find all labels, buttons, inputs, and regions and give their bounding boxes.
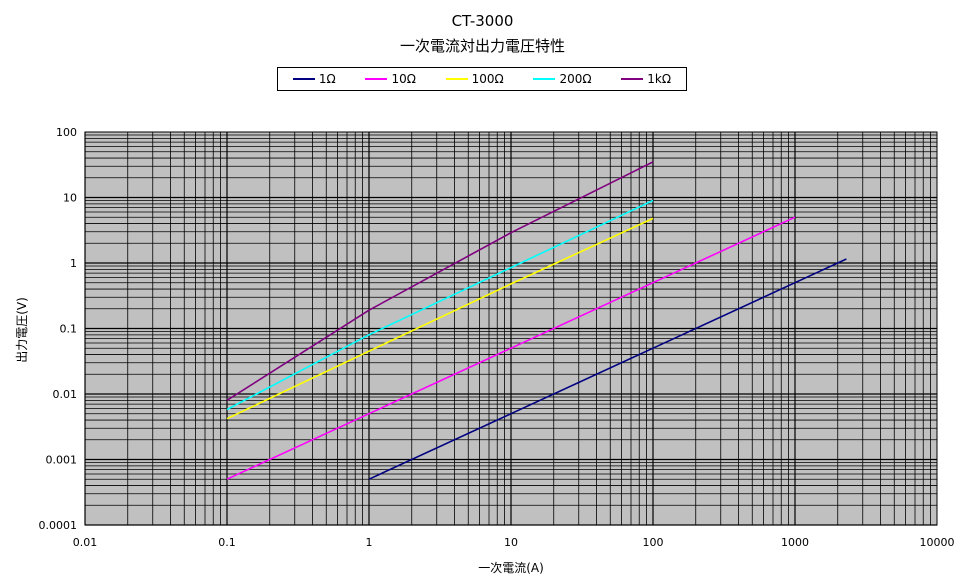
legend-swatch-200ohm — [533, 78, 556, 80]
y-tick-label: 0.1 — [60, 323, 78, 336]
chart-subtitle: 一次電流対出力電圧特性 — [399, 37, 565, 55]
grid — [84, 132, 937, 526]
legend-label-1kohm: 1kΩ — [647, 72, 672, 86]
series-line-0 — [368, 258, 847, 480]
series-line-2 — [226, 217, 654, 420]
legend-item-200ohm: 200Ω — [533, 72, 592, 86]
y-tick-label: 0.001 — [46, 454, 78, 467]
y-tick-label: 10 — [63, 192, 77, 205]
legend: 1Ω 10Ω 100Ω 200Ω 1kΩ — [277, 67, 687, 91]
y-tick-label: 100 — [56, 126, 77, 139]
x-tick-label: 100 — [643, 536, 664, 549]
legend-swatch-1ohm — [292, 78, 315, 80]
legend-label-1ohm: 1Ω — [318, 72, 336, 86]
legend-item-1kohm: 1kΩ — [621, 72, 671, 86]
series-line-3 — [226, 199, 654, 411]
legend-label-10ohm: 10Ω — [391, 72, 416, 86]
series-line-4 — [226, 161, 654, 401]
legend-swatch-1kohm — [621, 78, 644, 80]
series-line-1 — [226, 216, 796, 480]
chart-title: CT-3000 — [451, 12, 514, 30]
y-tick-label: 0.0001 — [39, 519, 78, 532]
y-tick-label: 0.01 — [53, 388, 78, 401]
legend-item-10ohm: 10Ω — [365, 72, 416, 86]
legend-label-200ohm: 200Ω — [559, 72, 592, 86]
x-tick-label: 10000 — [920, 536, 955, 549]
x-tick-labels: 0.01 0.1 1 10 100 1000 10000 — [73, 536, 955, 549]
y-tick-labels: 0.0001 0.001 0.01 0.1 1 10 100 — [39, 126, 78, 532]
x-tick-label: 1000 — [781, 536, 809, 549]
legend-swatch-10ohm — [365, 78, 388, 80]
legend-item-100ohm: 100Ω — [445, 72, 504, 86]
x-tick-label: 0.1 — [218, 536, 236, 549]
y-axis-label: 出力電圧(V) — [15, 297, 29, 363]
legend-item-1ohm: 1Ω — [292, 72, 336, 86]
x-tick-label: 1 — [366, 536, 373, 549]
y-tick-label: 1 — [70, 257, 77, 270]
legend-swatch-100ohm — [445, 78, 468, 80]
x-tick-label: 0.01 — [73, 536, 98, 549]
legend-label-100ohm: 100Ω — [471, 72, 504, 86]
series-layer — [226, 161, 847, 480]
x-axis-label: 一次電流(A) — [478, 561, 544, 575]
x-tick-label: 10 — [504, 536, 518, 549]
